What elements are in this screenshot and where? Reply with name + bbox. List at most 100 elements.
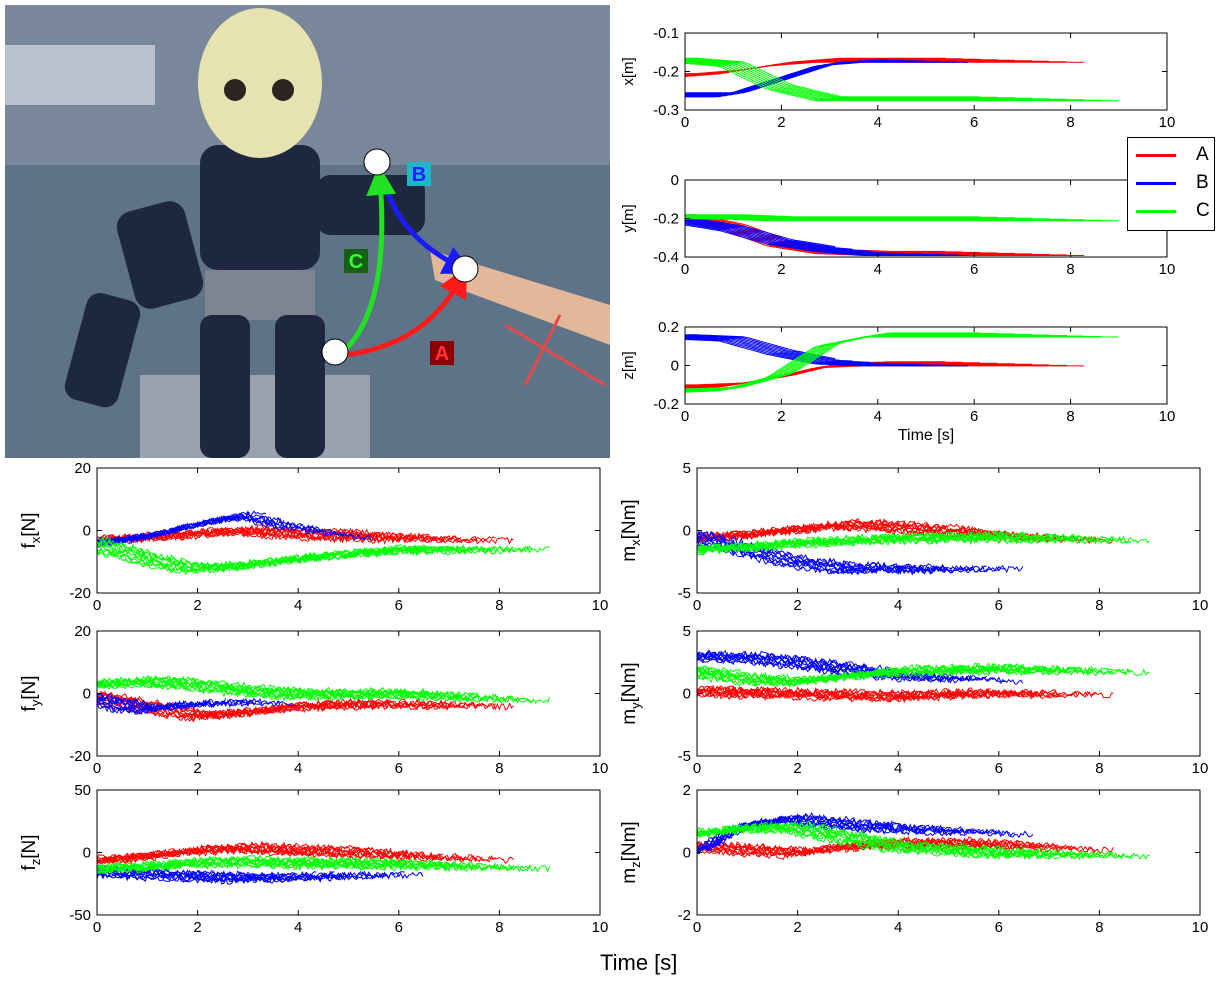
series-line-C — [685, 218, 1119, 222]
series-line-A — [684, 362, 998, 387]
series-line-A — [684, 220, 1067, 256]
axes-frame — [684, 179, 1168, 258]
series-line-A — [696, 685, 1008, 699]
series-line-C — [96, 677, 462, 698]
series-line-C — [96, 858, 478, 872]
series-line-A — [684, 58, 980, 76]
series-line-C — [684, 333, 1015, 391]
axes-frame — [684, 326, 1168, 405]
series-line-C — [696, 663, 1044, 684]
series-line-C — [696, 828, 1150, 861]
robot-photo: A B C — [5, 5, 610, 458]
series-line-A — [696, 838, 1026, 856]
chart-y: 0 2 4 6 8 10 0 -0.2 -0.4 y[m] — [620, 172, 1175, 278]
series-line-C — [96, 545, 533, 573]
series-line-C — [96, 855, 426, 871]
series-line-B — [96, 868, 353, 881]
series-fy-A — [96, 690, 514, 723]
series-line-A — [684, 219, 1050, 255]
series-line-C — [684, 60, 1067, 100]
series-line-A — [696, 688, 1044, 700]
x-tick-label: 8 — [495, 760, 503, 777]
robot-hip — [205, 270, 315, 320]
series-line-C — [696, 532, 1062, 553]
series-my-C — [696, 662, 1150, 688]
x-tick-label: 6 — [995, 919, 1003, 936]
x-tick-label: 10 — [592, 919, 609, 936]
series-line-C — [684, 335, 1085, 392]
x-tick-label: 2 — [193, 597, 201, 614]
x-tick-label: 4 — [874, 261, 882, 278]
x-tick-label: 6 — [970, 261, 978, 278]
series-line-C — [685, 214, 998, 218]
series-line-B — [696, 539, 987, 575]
robot-torso — [200, 145, 320, 270]
y-axis-label: mz[Nm] — [619, 821, 643, 883]
robot-left-upper-arm — [116, 201, 204, 309]
series-line-B — [696, 817, 998, 853]
x-tick-label: 6 — [995, 760, 1003, 777]
x-tick-label: 0 — [93, 597, 101, 614]
x-tick-label: 4 — [894, 597, 902, 614]
axes-frame — [96, 630, 601, 757]
series-line-B — [684, 221, 923, 255]
series-line-C — [96, 860, 532, 874]
series-line-A — [684, 216, 1015, 254]
y-axis-label: z[m] — [620, 351, 637, 379]
series-line-A — [685, 361, 963, 386]
series-line-A — [96, 841, 392, 862]
robot-right-leg — [275, 315, 325, 458]
x-tick-label: 6 — [395, 760, 403, 777]
x-tick-label: 10 — [592, 597, 609, 614]
x-tick-label: 8 — [1066, 408, 1074, 425]
series-line-B — [685, 60, 853, 94]
series-line-C — [696, 534, 1096, 553]
series-y-C — [685, 214, 1119, 222]
series-line-B — [685, 63, 836, 94]
series-line-B — [696, 531, 917, 571]
y-tick-label: 0 — [683, 686, 691, 703]
y-tick-label: 5 — [683, 460, 691, 477]
legend-label-c: C — [1196, 200, 1210, 221]
series-line-B — [96, 871, 405, 884]
series-line-C — [685, 58, 998, 98]
series-line-B — [684, 223, 957, 256]
x-tick-label: 6 — [970, 114, 978, 131]
legend-label-b: B — [1196, 172, 1209, 193]
series-line-B — [696, 653, 953, 680]
series-x-B — [685, 59, 969, 98]
x-tick-label: 10 — [1159, 261, 1176, 278]
x-tick-label: 10 — [1192, 760, 1209, 777]
series-line-B — [696, 530, 883, 570]
y-axis-label: fy[N] — [19, 675, 43, 711]
series-line-A — [684, 221, 1085, 256]
series-line-A — [96, 524, 374, 541]
series-line-A — [685, 58, 963, 75]
series-line-C — [696, 826, 1114, 859]
series-line-B — [684, 339, 969, 367]
y-tick-label: -0.2 — [653, 64, 679, 81]
series-line-C — [684, 334, 1050, 392]
series-y-B — [684, 218, 969, 256]
series-line-A — [696, 523, 1062, 542]
x-tick-label: 8 — [1066, 261, 1074, 278]
series-line-C — [684, 333, 1032, 391]
series-line-A — [684, 215, 980, 253]
series-line-C — [696, 821, 1044, 856]
series-line-C — [696, 664, 1078, 686]
series-line-B — [96, 514, 337, 547]
series-line-B — [96, 698, 245, 713]
series-line-B — [96, 871, 424, 885]
x-tick-label: 2 — [777, 261, 785, 278]
series-line-A — [696, 523, 1096, 543]
series-line-A — [684, 364, 1067, 389]
series-line-C — [697, 530, 1026, 552]
photo-table — [5, 45, 155, 105]
floor-cross-mark — [504, 323, 606, 387]
series-line-B — [685, 59, 871, 95]
x-tick-label: 2 — [793, 597, 801, 614]
waypoint-marker — [321, 338, 349, 366]
series-line-C — [684, 59, 1050, 100]
y-tick-label: 5 — [683, 623, 691, 640]
